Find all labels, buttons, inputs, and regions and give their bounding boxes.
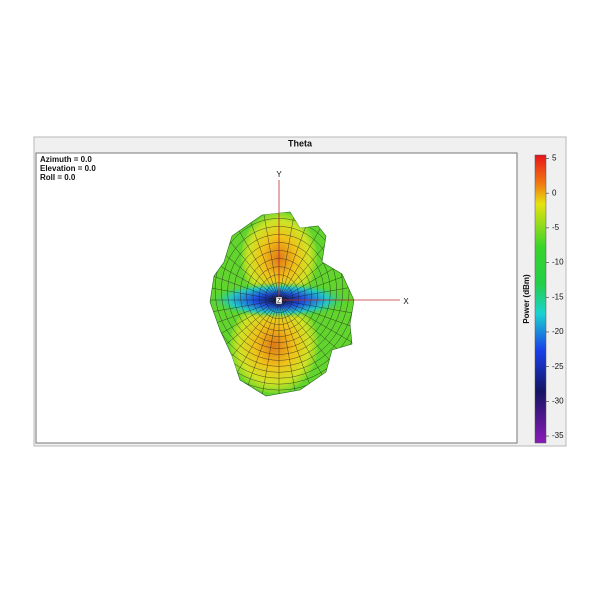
colorbar-tick-label: -20 (552, 327, 564, 336)
mesh-line (278, 212, 304, 301)
colorbar-label: Power (dBm) (522, 274, 531, 324)
mesh-line (230, 212, 280, 301)
window-title: Theta (288, 138, 313, 148)
mesh-line (210, 212, 354, 373)
mesh-line (210, 299, 280, 396)
view-annotation: Elevation = 0.0 (40, 164, 96, 173)
mesh-line (254, 299, 280, 396)
colorbar-tick-label: -10 (552, 258, 564, 267)
axis-label: Y (276, 170, 282, 179)
colorbar-tick-label: -35 (552, 431, 564, 440)
mesh-line (210, 299, 280, 396)
view-annotation: Roll = 0.0 (40, 173, 76, 182)
mesh-line (254, 212, 280, 301)
mesh-line (278, 299, 350, 396)
colorbar-tick-label: -15 (552, 292, 564, 301)
axis-label: Z (277, 299, 281, 305)
mesh-line (278, 275, 354, 301)
mesh-line (278, 299, 354, 391)
mesh-line (278, 299, 354, 349)
mesh-line (210, 212, 354, 385)
mesh-line (278, 299, 354, 371)
axis-label: X (403, 297, 409, 306)
mesh-line (210, 212, 354, 391)
colorbar-tick-label: 0 (552, 188, 557, 197)
z-axis-box (275, 296, 283, 305)
colorbar-tick-label: -25 (552, 362, 564, 371)
mesh-line (278, 212, 328, 301)
colorbar-tick-label: -5 (552, 223, 560, 232)
mesh-line (230, 299, 280, 396)
colorbar (534, 154, 547, 444)
mesh-line (278, 299, 328, 396)
mesh-line (210, 212, 354, 379)
colorbar-tick-label: 5 (552, 154, 557, 163)
mesh-line (278, 299, 304, 396)
colorbar-tick-label: -30 (552, 396, 564, 405)
mesh-line (278, 299, 354, 325)
view-annotation: Azimuth = 0.0 (40, 155, 92, 164)
